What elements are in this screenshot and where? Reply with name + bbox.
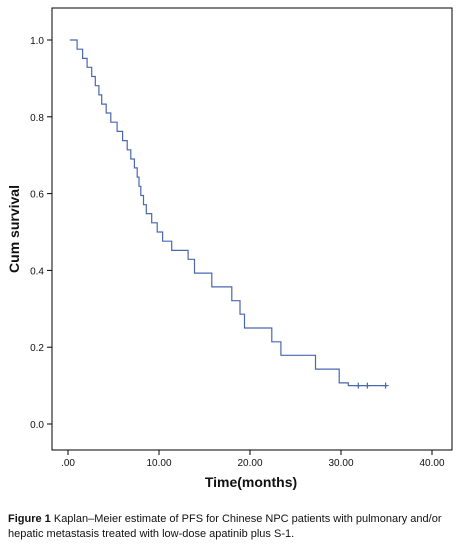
y-tick-label: 0.8	[30, 113, 44, 124]
x-tick-label: 40.00	[419, 458, 444, 469]
censor-mark	[382, 382, 389, 389]
chart-background	[0, 0, 471, 490]
y-tick-label: 0.6	[30, 190, 44, 201]
y-axis-label: Cum survival	[6, 185, 22, 273]
x-axis-label: Time(months)	[205, 474, 297, 490]
x-tick-label: 10.00	[146, 458, 171, 469]
km-chart: 0.0 0.2 0.4 0.6 0.8 1.0 .00 10.00 20.00 30.00 40.…	[0, 0, 471, 490]
km-chart-svg: 0.0 0.2 0.4 0.6 0.8 1.0 .00 10.00 20.00 30.00 40.…	[0, 0, 471, 490]
survival-series	[69, 39, 389, 389]
figure-caption: Figure 1 Kaplan–Meier estimate of PFS fo…	[8, 512, 463, 542]
y-tick-label: 0.2	[30, 343, 44, 354]
censor-mark	[355, 382, 362, 389]
censor-mark	[364, 382, 371, 389]
survival-step-line	[69, 39, 387, 387]
y-tick-label: 0.4	[30, 266, 44, 277]
x-tick-label: 30.00	[328, 458, 353, 469]
x-tick-label: 20.00	[237, 458, 262, 469]
caption-text: Kaplan–Meier estimate of PFS for Chinese…	[8, 513, 442, 540]
y-tick-label: 0.0	[30, 420, 44, 431]
y-axis-ticks: 0.0 0.2 0.4 0.6 0.8 1.0	[30, 36, 52, 431]
caption-label: Figure 1	[8, 513, 51, 525]
y-tick-label: 1.0	[30, 36, 44, 47]
x-axis-ticks: .00 10.00 20.00 30.00 40.00	[61, 450, 445, 469]
x-tick-label: .00	[61, 458, 75, 469]
